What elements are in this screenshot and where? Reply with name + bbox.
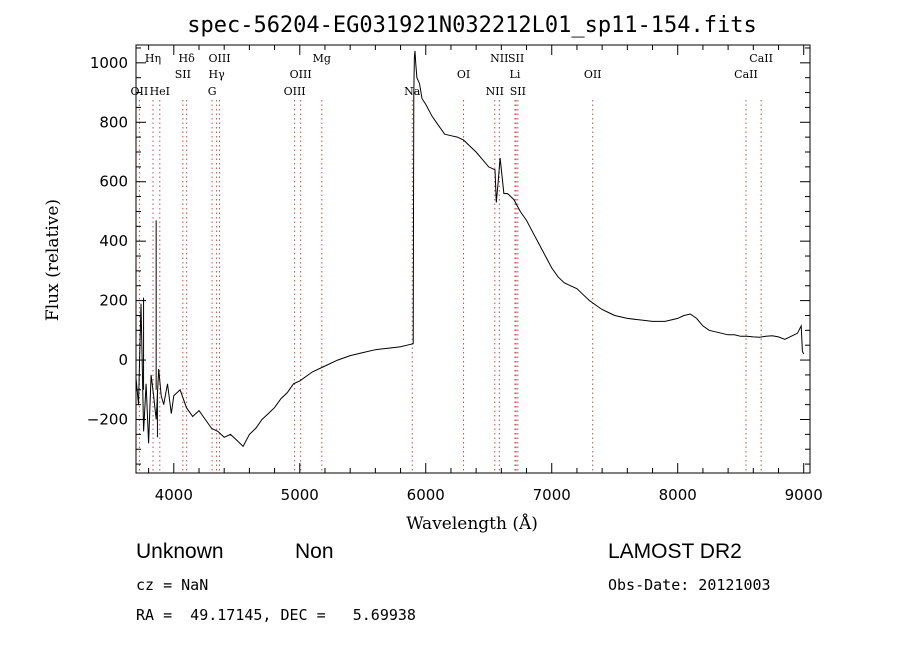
y-axis-label: Flux (relative) bbox=[43, 199, 63, 321]
spectral-line-label: NII bbox=[490, 52, 508, 65]
spectral-line-label: CaII bbox=[749, 52, 773, 65]
spectral-line-label: OIII bbox=[284, 85, 306, 98]
x-tick-label: 7000 bbox=[533, 486, 571, 504]
spectral-line-label: Na bbox=[404, 85, 421, 98]
y-tick-label: 1000 bbox=[90, 54, 128, 72]
spectral-line-label: G bbox=[208, 85, 217, 98]
spectral-line-label: SII bbox=[175, 68, 191, 81]
y-tick-label: 400 bbox=[99, 232, 128, 250]
y-tick-label: 600 bbox=[99, 173, 128, 191]
spectrum-series bbox=[135, 50, 805, 448]
coordinates-label: RA = 49.17145, DEC = 5.69938 bbox=[136, 606, 416, 624]
obs-date-label: Obs-Date: 20121003 bbox=[608, 576, 771, 594]
spectral-line-label: HeI bbox=[150, 85, 170, 98]
spectral-line-label: CaII bbox=[734, 68, 758, 81]
y-tick-label: 0 bbox=[118, 351, 128, 369]
x-tick-label: 4000 bbox=[155, 486, 193, 504]
spectral-line-label: Mg bbox=[313, 52, 331, 65]
spectral-line-label: Hδ bbox=[179, 52, 196, 65]
x-tick-label: 5000 bbox=[281, 486, 319, 504]
spectrum-line bbox=[135, 50, 805, 448]
spectral-line-label: Hη bbox=[145, 52, 161, 65]
spectral-line-label: Li bbox=[510, 68, 521, 81]
redshift-label: cz = NaN bbox=[136, 576, 209, 594]
x-tick-label: 8000 bbox=[659, 486, 697, 504]
spectral-line-label: OII bbox=[584, 68, 602, 81]
y-tick-label: −200 bbox=[87, 411, 128, 429]
x-tick-label: 9000 bbox=[785, 486, 823, 504]
spectral-line-label: NII bbox=[486, 85, 504, 98]
spectral-line-label: OII bbox=[131, 85, 149, 98]
y-axis: −200 0 200 400 600 800 1000 bbox=[87, 47, 810, 465]
chart-title: spec-56204-EG031921N032212L01_sp11-154.f… bbox=[187, 13, 757, 38]
x-axis-label: Wavelength (Å) bbox=[406, 513, 538, 534]
spectral-line-label: OIII bbox=[290, 68, 312, 81]
spectral-line-label: Hγ bbox=[209, 68, 226, 81]
subclass-label: Non bbox=[295, 540, 334, 563]
survey-label: LAMOST DR2 bbox=[608, 540, 742, 563]
spectral-line-label: SII bbox=[510, 85, 526, 98]
x-axis: 4000 5000 6000 7000 8000 9000 bbox=[148, 45, 823, 504]
spectral-line-label: OI bbox=[457, 68, 470, 81]
spectral-line-label: SII bbox=[508, 52, 524, 65]
plot-frame bbox=[135, 44, 811, 474]
x-tick-label: 6000 bbox=[407, 486, 445, 504]
y-tick-label: 200 bbox=[99, 292, 128, 310]
spectral-line-label: OIII bbox=[208, 52, 230, 65]
classification-label: Unknown bbox=[136, 540, 224, 563]
y-tick-label: 800 bbox=[99, 113, 128, 131]
